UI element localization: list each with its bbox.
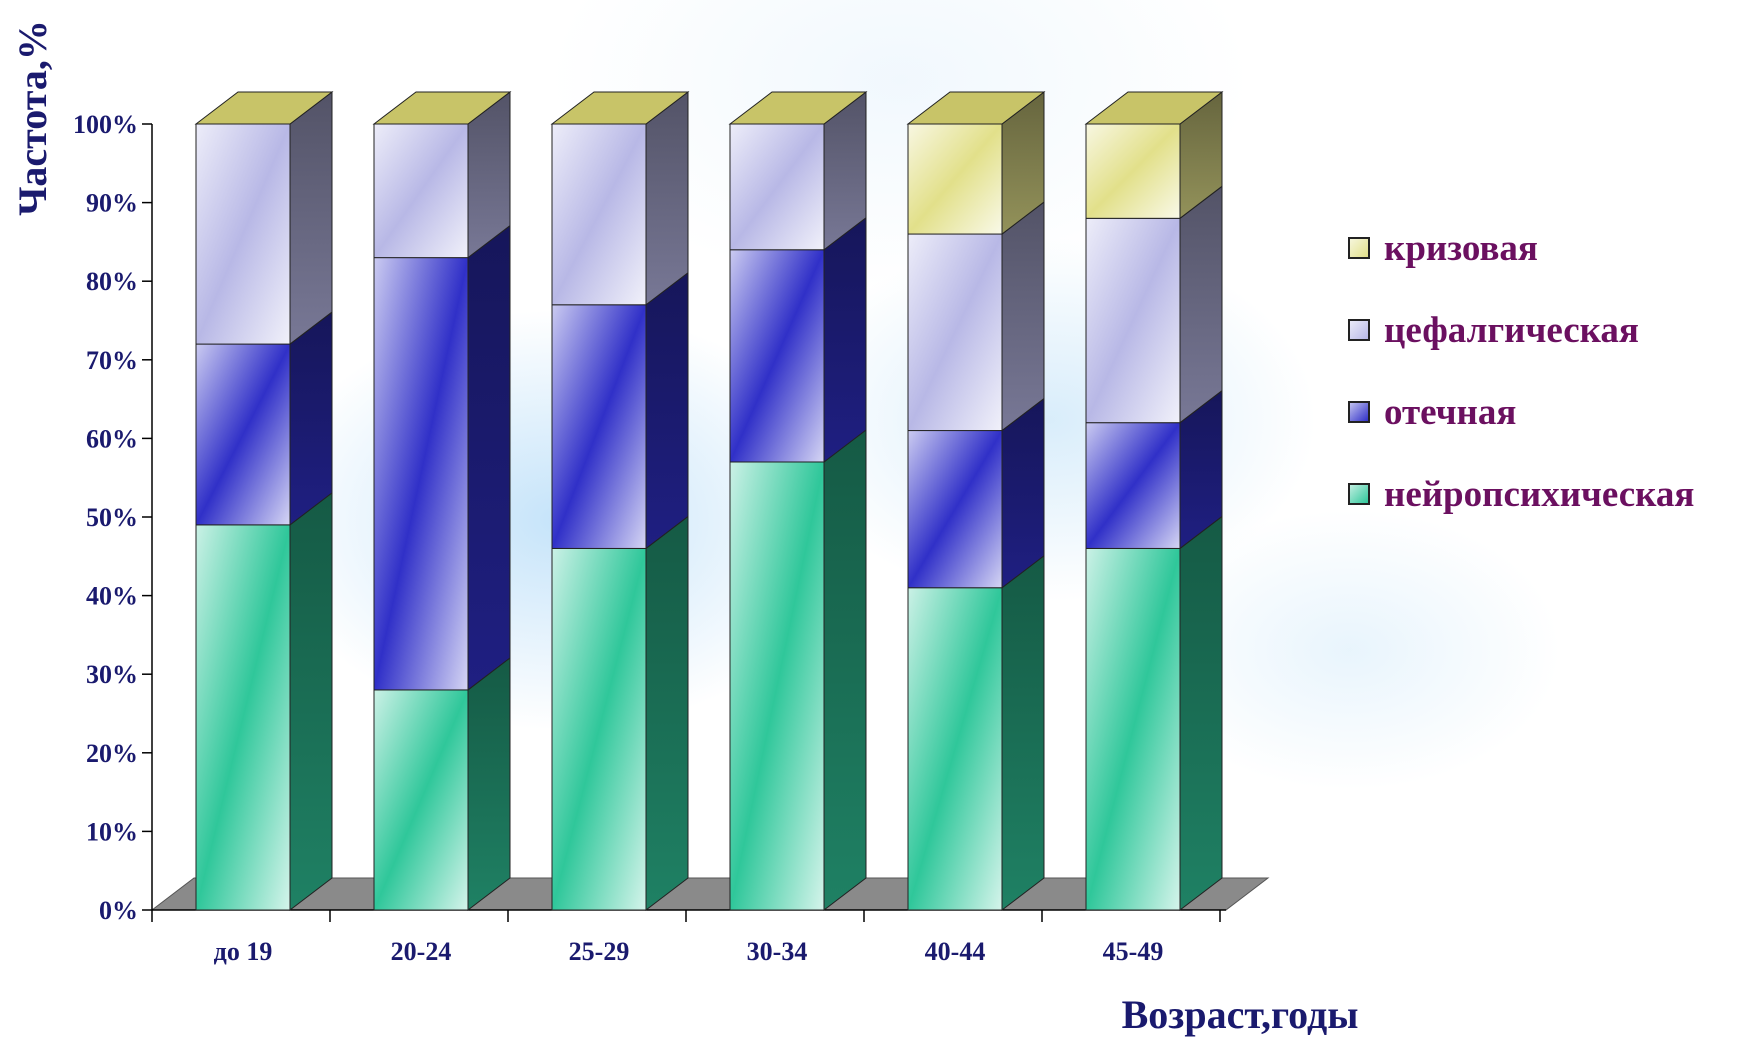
y-tick-label: 10% [86,817,138,846]
bar-segment-side [289,90,333,346]
y-tick-label: 60% [86,424,138,453]
bar-segment-front [907,430,1003,589]
legend-swatch [1348,401,1370,423]
bar-segment-front [195,123,291,345]
bar-top-face [1084,91,1224,125]
x-tick-label: 25-29 [569,937,630,966]
bar-segment-front [729,249,825,463]
legend-item: нейропсихическая [1348,473,1695,515]
bar-stack-6 [1084,90,1224,912]
legend-swatch [1348,483,1370,505]
bar-top-face [372,91,512,125]
bar-stack-1 [194,90,334,912]
y-tick-label: 0% [99,896,138,925]
y-tick-label: 40% [86,582,138,611]
bar-segment-side [645,515,689,912]
bar-segment-side [1179,515,1223,912]
bar-stack-3 [550,90,690,912]
bar-segment-front [551,123,647,306]
legend-label: отечная [1384,391,1517,433]
legend-label: цефалгическая [1384,309,1639,351]
bar-segment-front [1085,123,1181,219]
bar-segment-side [467,656,511,912]
bar-segment-side [645,90,689,306]
x-tick-label: до 19 [214,937,273,966]
legend-swatch [1348,319,1370,341]
legend-item: отечная [1348,391,1694,433]
y-tick-label: 80% [86,267,138,296]
bar-segment-side [1001,554,1045,912]
bar-segment-front [907,233,1003,432]
bar-stack-5 [906,90,1046,912]
legend-label: нейропсихическая [1384,473,1695,515]
legend-item: цефалгическая [1348,309,1694,351]
bar-segment-front [551,304,647,549]
y-tick-label: 50% [86,503,138,532]
y-axis-title: Частота,% [10,20,55,216]
y-tick-label: 30% [86,660,138,689]
bar-segment-front [195,524,291,911]
bar-segment-front [373,689,469,911]
bar-segment-side [289,311,333,526]
bar-stack-4 [728,90,868,912]
legend-swatch [1348,237,1370,259]
bar-segment-side [645,271,689,550]
bar-segment-side [1001,201,1045,432]
bar-segment-front [551,547,647,911]
bar-segment-front [373,257,469,691]
bar-segment-side [1179,185,1223,424]
bar-segment-front [373,123,469,259]
x-tick-label: 40-44 [925,937,986,966]
bar-segment-front [729,123,825,251]
legend-label: кризовая [1384,227,1538,269]
bar-segment-front [1085,547,1181,911]
legend: кризовая цефалгическая отечная нейропсихиче… [1348,228,1694,556]
bar-top-face [550,91,690,125]
bar-segment-side [823,428,867,912]
bar-segment-front [1085,217,1181,424]
x-tick-label: 45-49 [1103,937,1164,966]
bar-top-face [906,91,1046,125]
y-tick-label: 20% [86,739,138,768]
legend-item: кризовая [1348,227,1694,269]
bar-segment-front [1085,422,1181,549]
bar-segment-side [467,224,511,691]
bar-segment-front [907,123,1003,235]
bar-segment-side [289,491,333,912]
bar-top-face [728,91,868,125]
bar-segment-side [823,216,867,463]
y-tick-label: 100% [73,110,138,139]
x-axis-title: Возраст,годы [1122,992,1359,1037]
bar-segment-front [907,587,1003,911]
bar-segment-front [729,461,825,911]
x-tick-label: 30-34 [747,937,808,966]
x-tick-label: 20-24 [391,937,452,966]
bar-segment-front [195,343,291,526]
y-tick-label: 90% [86,189,138,218]
bar-segment-side [1001,397,1045,589]
bar-stack-2 [372,90,512,912]
y-tick-label: 70% [86,346,138,375]
bar-top-face [194,91,334,125]
